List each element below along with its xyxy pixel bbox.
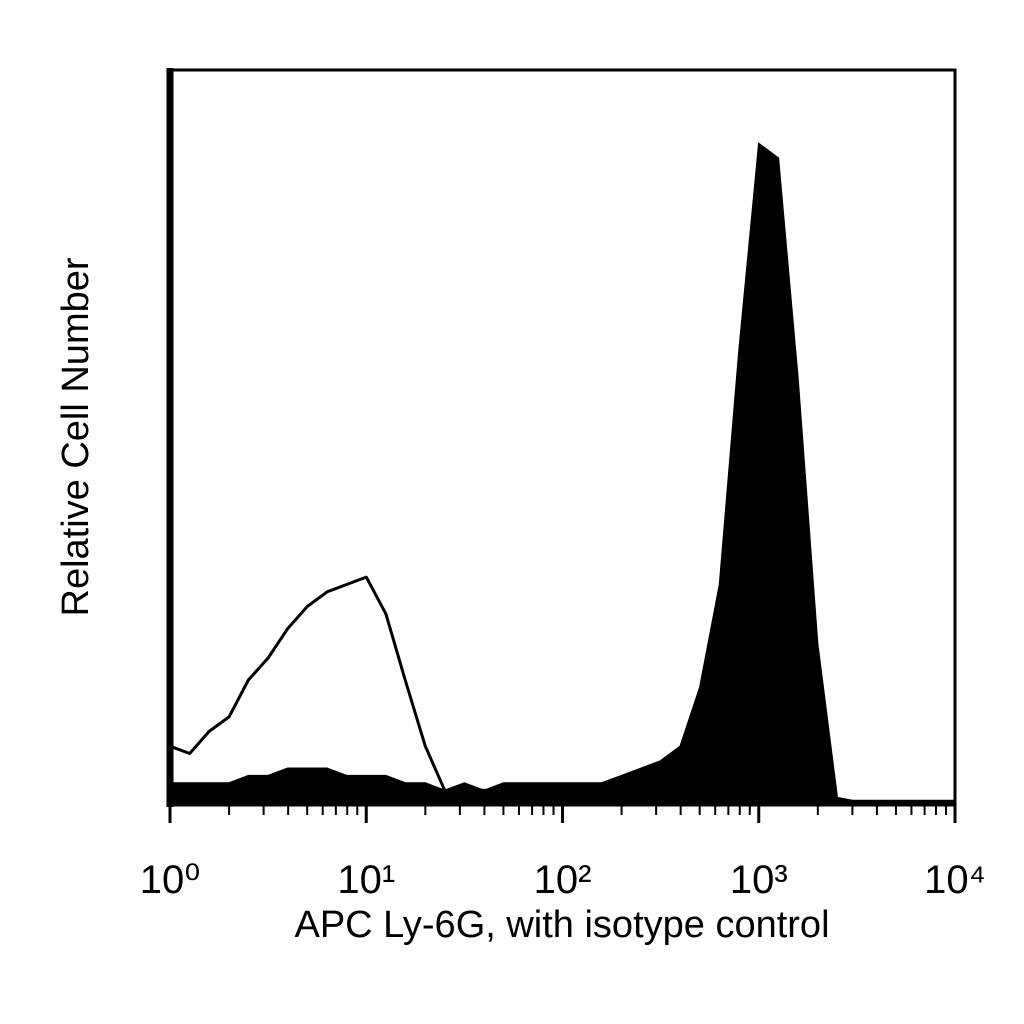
x-tick-label: 10⁴ xyxy=(924,858,986,902)
x-tick-label: 10³ xyxy=(730,858,788,902)
y-axis-label: Relative Cell Number xyxy=(55,257,97,616)
x-axis-label: APC Ly-6G, with isotype control xyxy=(294,904,829,946)
x-tick-label: 10¹ xyxy=(337,858,395,902)
isotype-outline xyxy=(169,575,955,803)
x-tick-label: 10⁰ xyxy=(140,858,201,902)
x-tick-label: 10² xyxy=(534,858,592,902)
